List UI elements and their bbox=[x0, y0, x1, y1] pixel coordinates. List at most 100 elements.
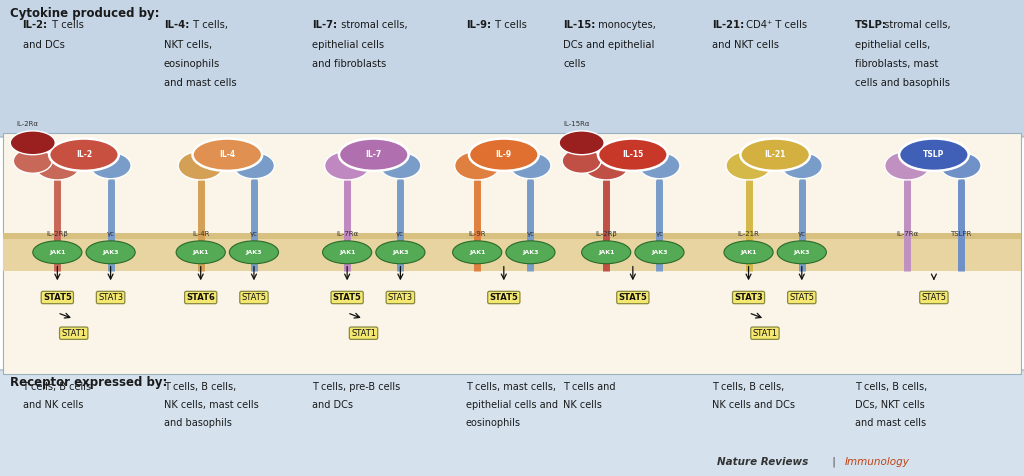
Text: T cells, B cells: T cells, B cells bbox=[23, 382, 92, 392]
FancyBboxPatch shape bbox=[0, 0, 1024, 137]
Text: IL-21R: IL-21R bbox=[737, 231, 760, 237]
Circle shape bbox=[176, 241, 225, 264]
Ellipse shape bbox=[13, 149, 52, 173]
Text: TSLPR: TSLPR bbox=[950, 231, 971, 237]
Text: JAK1: JAK1 bbox=[193, 250, 209, 255]
Text: and basophils: and basophils bbox=[164, 418, 231, 428]
Text: STAT5: STAT5 bbox=[618, 293, 647, 302]
Text: STAT1: STAT1 bbox=[753, 329, 777, 337]
Ellipse shape bbox=[10, 131, 55, 155]
Text: IL-7: IL-7 bbox=[366, 150, 382, 159]
Text: IL-9: IL-9 bbox=[496, 150, 512, 159]
Text: γc: γc bbox=[798, 231, 806, 237]
Circle shape bbox=[506, 241, 555, 264]
Ellipse shape bbox=[510, 152, 551, 178]
Text: stromal cells,: stromal cells, bbox=[338, 20, 408, 30]
Text: IL-7Rα: IL-7Rα bbox=[336, 231, 358, 237]
Ellipse shape bbox=[193, 139, 262, 171]
Text: IL-15:: IL-15: bbox=[563, 20, 596, 30]
Text: TSLP:: TSLP: bbox=[855, 20, 887, 30]
Text: T cells, pre-B cells: T cells, pre-B cells bbox=[312, 382, 400, 392]
Text: JAK1: JAK1 bbox=[339, 250, 355, 255]
Ellipse shape bbox=[35, 151, 80, 180]
Text: IL-4R: IL-4R bbox=[193, 231, 209, 237]
Text: CD4⁺ T cells: CD4⁺ T cells bbox=[743, 20, 807, 30]
Text: Immunology: Immunology bbox=[845, 457, 909, 467]
Text: T cells: T cells bbox=[49, 20, 84, 30]
Text: γc: γc bbox=[526, 231, 535, 237]
Text: STAT1: STAT1 bbox=[61, 329, 86, 337]
Text: STAT3: STAT3 bbox=[388, 293, 413, 302]
Text: NK cells, mast cells: NK cells, mast cells bbox=[164, 400, 259, 410]
Ellipse shape bbox=[339, 139, 409, 171]
Circle shape bbox=[635, 241, 684, 264]
Text: γc: γc bbox=[655, 231, 664, 237]
Text: STAT5: STAT5 bbox=[922, 293, 946, 302]
Text: STAT5: STAT5 bbox=[790, 293, 814, 302]
Text: IL-9:: IL-9: bbox=[466, 20, 492, 30]
Ellipse shape bbox=[598, 139, 668, 171]
Text: DCs and epithelial: DCs and epithelial bbox=[563, 40, 654, 50]
Text: and NK cells: and NK cells bbox=[23, 400, 83, 410]
Text: T cells: T cells bbox=[493, 20, 527, 30]
Text: STAT5: STAT5 bbox=[333, 293, 361, 302]
Text: Nature Reviews: Nature Reviews bbox=[717, 457, 808, 467]
Ellipse shape bbox=[49, 139, 119, 171]
Text: and DCs: and DCs bbox=[312, 400, 353, 410]
Text: IL-4: IL-4 bbox=[219, 150, 236, 159]
Text: IL-2Rβ: IL-2Rβ bbox=[46, 231, 69, 237]
Circle shape bbox=[376, 241, 425, 264]
Ellipse shape bbox=[90, 152, 131, 178]
Text: JAK1: JAK1 bbox=[469, 250, 485, 255]
Text: NK cells and DCs: NK cells and DCs bbox=[712, 400, 795, 410]
Text: eosinophils: eosinophils bbox=[466, 418, 521, 428]
Text: epithelial cells: epithelial cells bbox=[312, 40, 384, 50]
Text: JAK3: JAK3 bbox=[246, 250, 262, 255]
Circle shape bbox=[453, 241, 502, 264]
Ellipse shape bbox=[559, 131, 604, 155]
Text: T cells, mast cells,: T cells, mast cells, bbox=[466, 382, 556, 392]
Text: JAK3: JAK3 bbox=[102, 250, 119, 255]
Ellipse shape bbox=[899, 139, 969, 171]
Text: DCs, NKT cells: DCs, NKT cells bbox=[855, 400, 925, 410]
Text: IL-9R: IL-9R bbox=[468, 231, 486, 237]
Text: STAT1: STAT1 bbox=[351, 329, 376, 337]
Text: epithelial cells and: epithelial cells and bbox=[466, 400, 558, 410]
Circle shape bbox=[724, 241, 773, 264]
Text: STAT5: STAT5 bbox=[242, 293, 266, 302]
Ellipse shape bbox=[726, 151, 771, 180]
Text: IL-21:: IL-21: bbox=[712, 20, 743, 30]
Text: Cytokine produced by:: Cytokine produced by: bbox=[10, 7, 160, 20]
Ellipse shape bbox=[233, 152, 274, 178]
Circle shape bbox=[777, 241, 826, 264]
FancyBboxPatch shape bbox=[3, 233, 1021, 271]
Text: monocytes,: monocytes, bbox=[595, 20, 655, 30]
Text: IL-7:: IL-7: bbox=[312, 20, 338, 30]
FancyBboxPatch shape bbox=[3, 133, 1021, 374]
Text: IL-7Rα: IL-7Rα bbox=[896, 231, 919, 237]
Text: stromal cells,: stromal cells, bbox=[881, 20, 950, 30]
Text: IL-2Rα: IL-2Rα bbox=[16, 121, 39, 127]
Text: IL-4:: IL-4: bbox=[164, 20, 189, 30]
Text: Receptor expressed by:: Receptor expressed by: bbox=[10, 376, 168, 389]
Text: T cells, B cells,: T cells, B cells, bbox=[855, 382, 928, 392]
Text: γc: γc bbox=[106, 231, 115, 237]
Ellipse shape bbox=[325, 151, 370, 180]
Text: and fibroblasts: and fibroblasts bbox=[312, 59, 387, 69]
Text: JAK3: JAK3 bbox=[794, 250, 810, 255]
Ellipse shape bbox=[781, 152, 822, 178]
Text: γc: γc bbox=[396, 231, 404, 237]
Ellipse shape bbox=[740, 139, 810, 171]
Ellipse shape bbox=[455, 151, 500, 180]
Text: JAK3: JAK3 bbox=[651, 250, 668, 255]
Ellipse shape bbox=[178, 151, 223, 180]
Circle shape bbox=[229, 241, 279, 264]
Ellipse shape bbox=[562, 149, 601, 173]
Circle shape bbox=[323, 241, 372, 264]
Ellipse shape bbox=[940, 152, 981, 178]
FancyBboxPatch shape bbox=[0, 370, 1024, 476]
Text: JAK3: JAK3 bbox=[392, 250, 409, 255]
Text: STAT5: STAT5 bbox=[43, 293, 72, 302]
Ellipse shape bbox=[380, 152, 421, 178]
Text: NKT cells,: NKT cells, bbox=[164, 40, 212, 50]
